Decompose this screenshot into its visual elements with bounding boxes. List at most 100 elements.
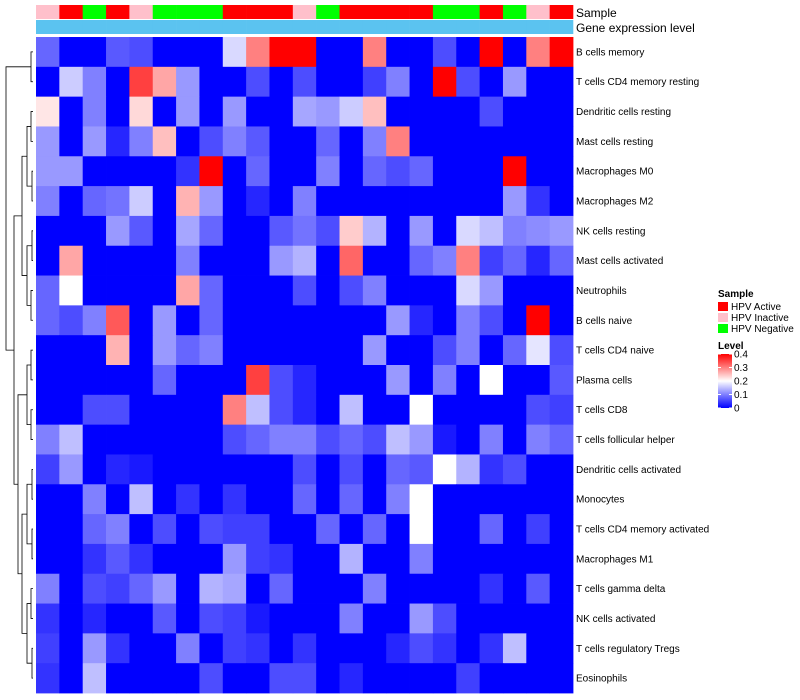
heatmap-cell bbox=[409, 126, 434, 157]
heatmap-cell bbox=[152, 663, 177, 694]
heatmap-cell bbox=[456, 633, 481, 664]
heatmap-cell bbox=[386, 275, 410, 306]
heatmap-cell bbox=[456, 394, 481, 426]
heatmap-cell bbox=[409, 186, 434, 217]
heatmap-cell bbox=[362, 424, 387, 455]
gene-expression-annotation-cell bbox=[152, 20, 177, 34]
heatmap-cell bbox=[222, 484, 247, 515]
sample-annotation-cell bbox=[36, 5, 60, 19]
heatmap-cell bbox=[409, 543, 434, 575]
heatmap-cell bbox=[362, 305, 387, 336]
heatmap-cell bbox=[246, 126, 270, 157]
heatmap-cell bbox=[176, 215, 200, 247]
heatmap-cell bbox=[479, 305, 504, 336]
row-label: T cells regulatory Tregs bbox=[576, 644, 680, 655]
heatmap-cell bbox=[526, 215, 551, 247]
gene-expression-annotation-cell bbox=[502, 20, 527, 34]
heatmap-cell bbox=[246, 454, 270, 485]
heatmap-cell bbox=[246, 305, 270, 336]
heatmap-cell bbox=[106, 335, 130, 366]
row-label: Macrophages M0 bbox=[576, 167, 654, 178]
heatmap-cell bbox=[129, 156, 154, 187]
heatmap-cell bbox=[526, 156, 551, 187]
heatmap-cell bbox=[316, 96, 340, 127]
heatmap-cell bbox=[386, 305, 410, 336]
heatmap-cell bbox=[222, 424, 247, 455]
heatmap-cell bbox=[36, 424, 60, 455]
heatmap-cell bbox=[59, 37, 84, 68]
gene-expression-annotation-cell bbox=[432, 20, 457, 34]
heatmap-cell bbox=[246, 573, 270, 604]
heatmap-cell bbox=[316, 66, 340, 98]
heatmap-cell bbox=[479, 37, 504, 68]
heatmap-cell bbox=[386, 603, 410, 634]
heatmap-cell bbox=[526, 335, 551, 366]
heatmap-cell bbox=[479, 365, 504, 396]
heatmap-cell bbox=[339, 305, 364, 336]
heatmap-cell bbox=[246, 66, 270, 98]
heatmap-cell bbox=[152, 66, 177, 98]
heatmap-cell bbox=[386, 126, 410, 157]
heatmap-cell bbox=[409, 633, 434, 664]
heatmap-cell bbox=[339, 394, 364, 426]
heatmap-cell bbox=[36, 275, 60, 306]
heatmap-cell bbox=[106, 394, 130, 426]
heatmap-cell bbox=[386, 573, 410, 604]
heatmap-cell bbox=[479, 514, 504, 545]
sample-annotation-cell bbox=[502, 5, 527, 19]
dendrogram-branch bbox=[26, 364, 31, 426]
heatmap-cell bbox=[59, 573, 84, 604]
heatmap-cell bbox=[106, 126, 130, 157]
heatmap-cell bbox=[316, 245, 340, 276]
heatmap-cell bbox=[246, 156, 270, 187]
heatmap-cell bbox=[386, 633, 410, 664]
heatmap-cell bbox=[246, 633, 270, 664]
heatmap-cell bbox=[386, 454, 410, 485]
dendrogram-branch bbox=[30, 290, 33, 321]
heatmap-cell bbox=[549, 335, 574, 366]
heatmap-cell bbox=[246, 424, 270, 455]
heatmap-cell bbox=[199, 275, 224, 306]
heatmap-cell bbox=[479, 424, 504, 455]
heatmap-cell bbox=[82, 96, 107, 127]
heatmap-cell bbox=[152, 543, 177, 575]
gene-expression-annotation-cell bbox=[479, 20, 504, 34]
dendrogram-branch bbox=[31, 468, 33, 500]
heatmap-cell bbox=[292, 305, 317, 336]
heatmap-cell bbox=[409, 245, 434, 276]
heatmap-cell bbox=[502, 186, 527, 217]
heatmap-cell bbox=[502, 126, 527, 157]
heatmap-cell bbox=[549, 215, 574, 247]
heatmap-cell bbox=[456, 37, 481, 68]
heatmap-cell bbox=[152, 573, 177, 604]
heatmap-cell bbox=[199, 156, 224, 187]
heatmap-cell bbox=[106, 96, 130, 127]
heatmap-cell bbox=[152, 394, 177, 426]
heatmap-cell bbox=[526, 66, 551, 98]
heatmap-cell bbox=[549, 573, 574, 604]
heatmap-cell bbox=[339, 275, 364, 306]
heatmap-cell bbox=[292, 215, 317, 247]
heatmap-cell bbox=[526, 484, 551, 515]
heatmap-cell bbox=[199, 633, 224, 664]
heatmap-cell bbox=[106, 543, 130, 575]
heatmap-cell bbox=[129, 633, 154, 664]
heatmap-cell bbox=[269, 484, 294, 515]
heatmap-cell bbox=[176, 543, 200, 575]
heatmap-cell bbox=[502, 156, 527, 187]
heatmap-cell bbox=[176, 126, 200, 157]
heatmap-cell bbox=[222, 305, 247, 336]
heatmap-cell bbox=[129, 573, 154, 604]
sample-annotation-cell bbox=[526, 5, 550, 19]
heatmap-cell bbox=[316, 454, 340, 485]
heatmap-cell bbox=[456, 126, 481, 157]
heatmap-cell bbox=[292, 66, 317, 98]
heatmap-cell bbox=[292, 126, 317, 157]
legend-tick-label: 0.1 bbox=[734, 390, 748, 401]
sample-annotation-cell bbox=[362, 5, 387, 19]
gene-expression-annotation-cell bbox=[269, 20, 294, 34]
heatmap-cell bbox=[386, 394, 410, 426]
heatmap-cell bbox=[176, 394, 200, 426]
heatmap-cell bbox=[82, 633, 107, 664]
heatmap-cell bbox=[456, 663, 481, 694]
